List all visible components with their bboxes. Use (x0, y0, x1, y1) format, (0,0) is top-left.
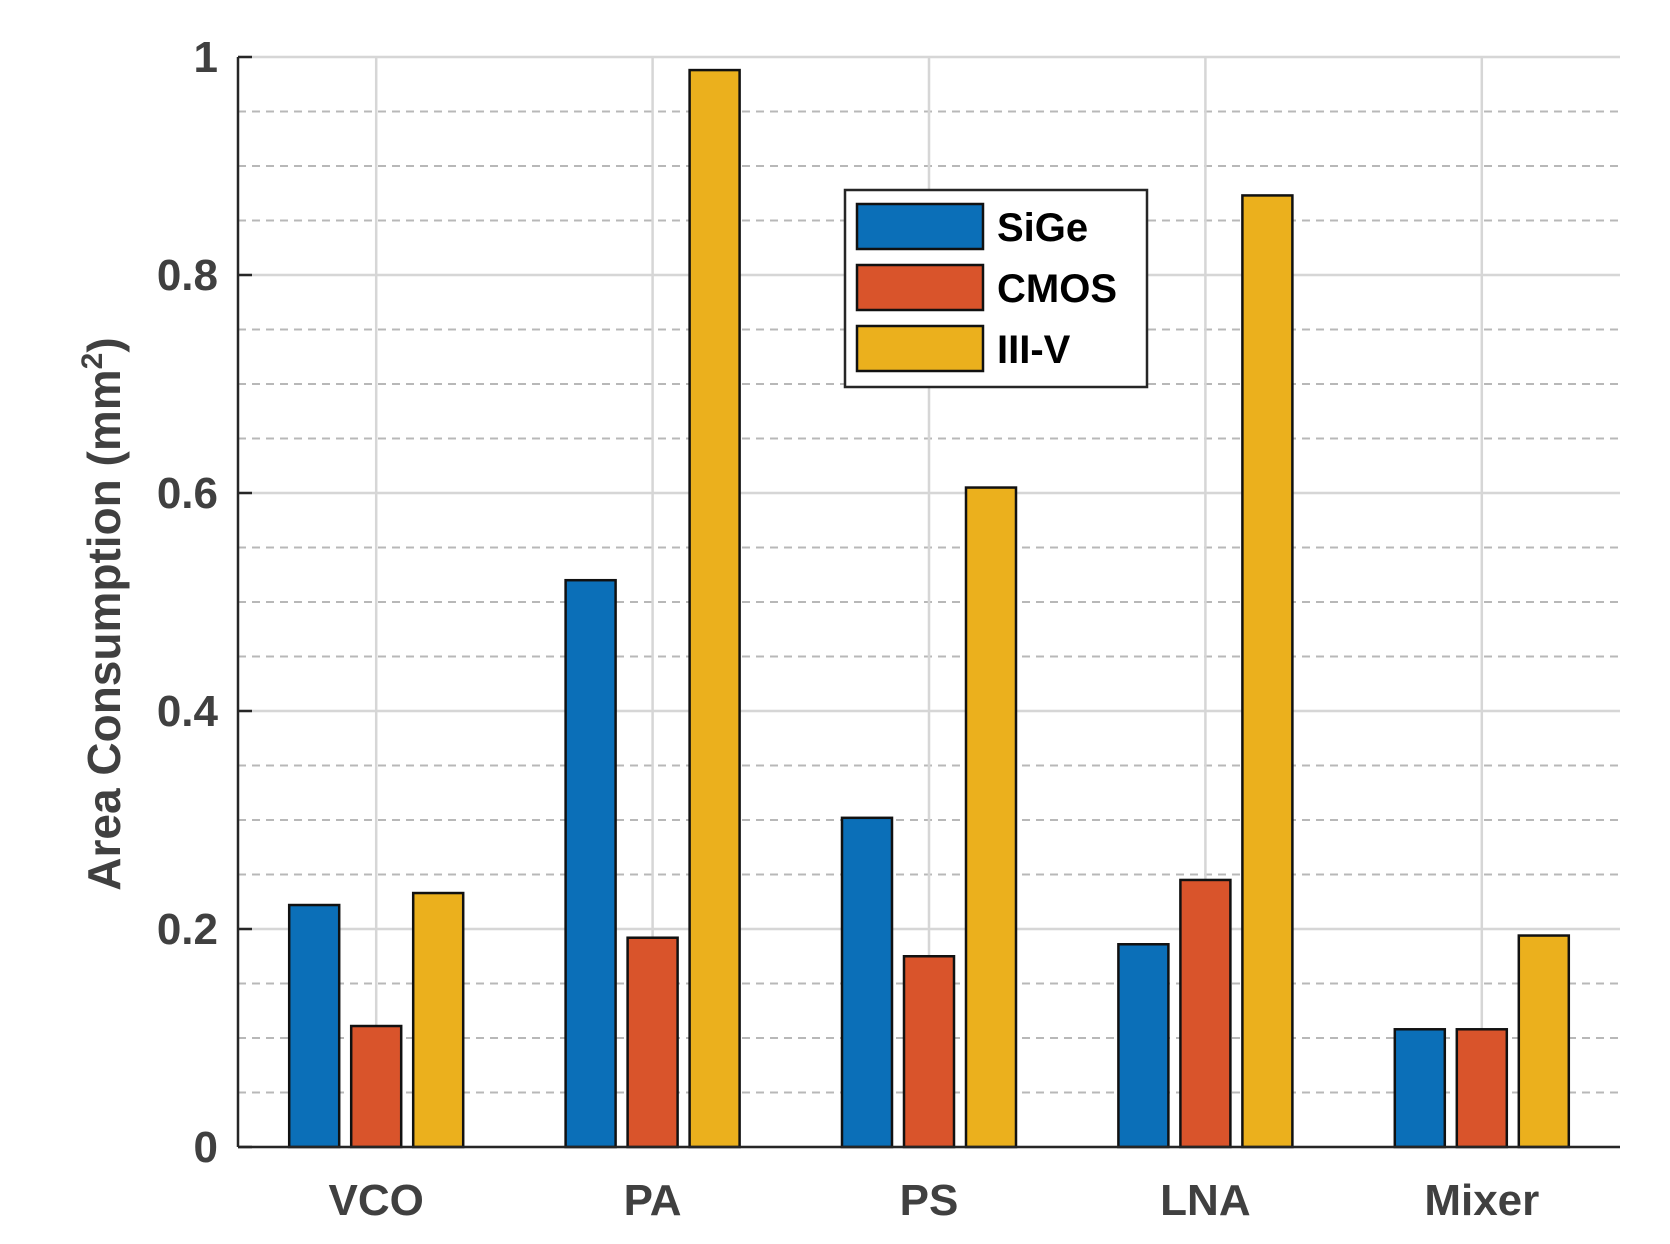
bar-cmos-mixer (1455, 1028, 1509, 1149)
bar-iii-v-lna (1241, 194, 1294, 1149)
legend: SiGe CMOS III-V (843, 188, 1149, 389)
legend-swatch-sige (855, 202, 985, 251)
y-tick-label: 0.4 (157, 687, 219, 736)
x-tick-label: PS (900, 1176, 959, 1225)
x-tick-label: PA (624, 1176, 682, 1225)
x-tick-label: Mixer (1424, 1176, 1539, 1225)
axes (236, 55, 1620, 1149)
y-tick-label: 0.6 (157, 469, 218, 518)
bar-sige-vco (287, 903, 341, 1149)
bars (287, 68, 1571, 1149)
x-tick-label: VCO (329, 1176, 424, 1225)
bar-cmos-ps (902, 955, 956, 1149)
legend-label-iii-v: III-V (997, 328, 1071, 372)
bar-iii-v-pa (688, 68, 741, 1149)
bar-iii-v-ps (964, 486, 1018, 1149)
bar-cmos-pa (626, 936, 679, 1149)
bar-sige-ps (840, 816, 894, 1149)
bar-cmos-vco (349, 1024, 403, 1149)
y-tick-label: 0.8 (157, 251, 218, 300)
x-tick-label: LNA (1160, 1176, 1250, 1225)
y-tick-label: 0.2 (157, 905, 218, 954)
legend-label-sige: SiGe (997, 206, 1088, 250)
bar-sige-pa (564, 578, 617, 1149)
y-axis-label: Area Consumption (mm2) (76, 337, 130, 890)
bar-sige-mixer (1393, 1028, 1447, 1149)
bar-cmos-lna (1179, 878, 1232, 1149)
legend-swatch-iii-v (855, 324, 985, 373)
legend-label-cmos: CMOS (997, 267, 1117, 311)
y-tick-label: 1 (194, 33, 218, 82)
legend-swatch-cmos (855, 263, 985, 312)
tick-labels: 0 0.2 0.4 0.6 0.8 1 VCO PA PS LNA Mixer (157, 33, 1539, 1225)
y-tick-label: 0 (194, 1123, 218, 1172)
bar-iii-v-vco (411, 891, 465, 1149)
bar-iii-v-mixer (1517, 934, 1571, 1149)
bar-sige-lna (1117, 943, 1170, 1149)
